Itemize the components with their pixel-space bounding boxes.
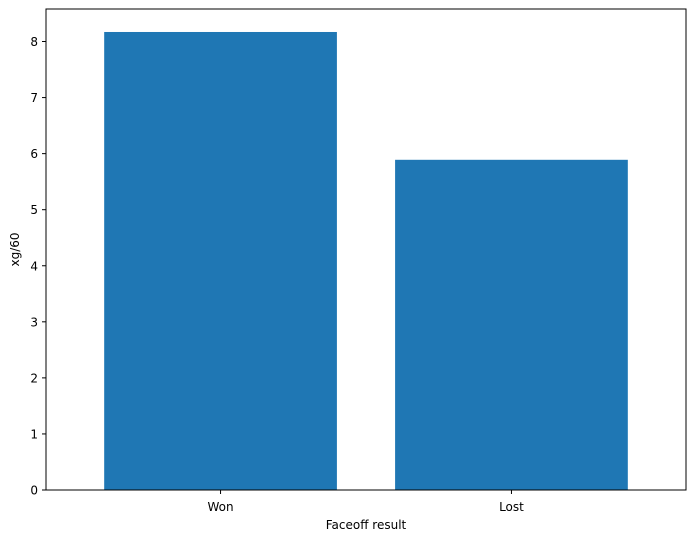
y-tick-label: 1 [30,427,38,441]
bars-group [104,31,628,490]
x-tick-label: Won [207,500,233,514]
y-axis-ticks: 0 1 2 3 4 5 6 7 8 [30,35,46,498]
plot-frame [45,8,687,491]
y-tick-label: 7 [30,91,38,105]
x-axis-label: Faceoff result [326,518,407,532]
y-tick-label: 4 [30,259,38,273]
y-tick-label: 8 [30,35,38,49]
y-tick-label: 5 [30,203,38,217]
x-tick-label: Lost [499,500,524,514]
y-tick-label: 6 [30,147,38,161]
x-axis-ticks: Won Lost [207,490,524,514]
y-tick-label: 3 [30,315,38,329]
y-tick-label: 0 [30,484,38,498]
bar-won [104,31,337,490]
y-axis-label: xg/60 [8,232,22,266]
y-tick-label: 2 [30,371,38,385]
bar-lost [395,159,628,490]
